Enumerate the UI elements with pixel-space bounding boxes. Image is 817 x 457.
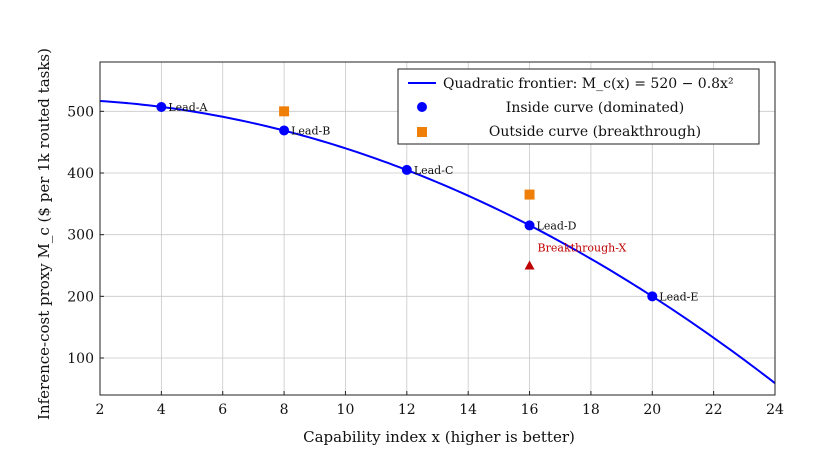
legend: Quadratic frontier: M_c(x) = 520 − 0.8x²… [397,68,760,145]
legend-inside-label: Inside curve (dominated) [506,100,684,116]
y-axis-label: Inference-cost proxy M_c ($ per 1k route… [35,48,53,420]
legend-circle-swatch [417,102,427,112]
legend-curve-label: Quadratic frontier: M_c(x) = 520 − 0.8x² [443,76,734,92]
frontier-curve-layer [99,99,776,384]
x-tick-label: 4 [157,402,166,418]
x-tick-label: 24 [766,402,784,418]
legend-square-swatch [417,127,427,137]
y-tick-label: 100 [67,351,94,367]
y-tick-label: 400 [67,166,94,182]
y-tick-label: 500 [67,104,94,120]
x-tick-label: 10 [337,402,355,418]
x-tick-label: 22 [705,402,723,418]
x-tick-label: 6 [218,402,227,418]
data-points-layer: Lead-A Lead-B Lead-C Lead-D Lead-E Breakthrou… [156,101,698,303]
x-tick-label: 8 [280,402,289,418]
point-label: Lead-B [291,124,330,137]
dominated-point [279,125,290,136]
point-label: Lead-E [659,290,698,303]
x-tick-label: 12 [398,402,416,418]
x-axis-label: Capability index x (higher is better) [303,428,575,446]
x-tick-label: 18 [582,402,600,418]
point-label: Breakthrough-X [538,242,627,255]
x-tick-label: 14 [459,402,477,418]
x-tick-label: 16 [521,402,539,418]
dominated-point [647,291,658,302]
dominated-point [401,164,412,175]
point-label: Lead-D [537,219,577,232]
point-label: Lead-A [168,101,208,114]
plot-frame [99,61,776,396]
y-tick-label: 300 [67,228,94,244]
legend-outside-label: Outside curve (breakthrough) [489,124,701,140]
breakthrough-x-point [524,260,535,270]
dominated-point [156,102,167,113]
legend-box [397,68,760,145]
x-tick-label: 2 [96,402,105,418]
frontier-curve [99,99,776,384]
breakthrough-square-point [279,106,290,117]
dominated-point [524,220,535,231]
breakthrough-square-point [524,189,535,200]
y-tick-label: 200 [67,289,94,305]
point-label: Lead-C [414,164,454,177]
x-tick-label: 20 [643,402,661,418]
